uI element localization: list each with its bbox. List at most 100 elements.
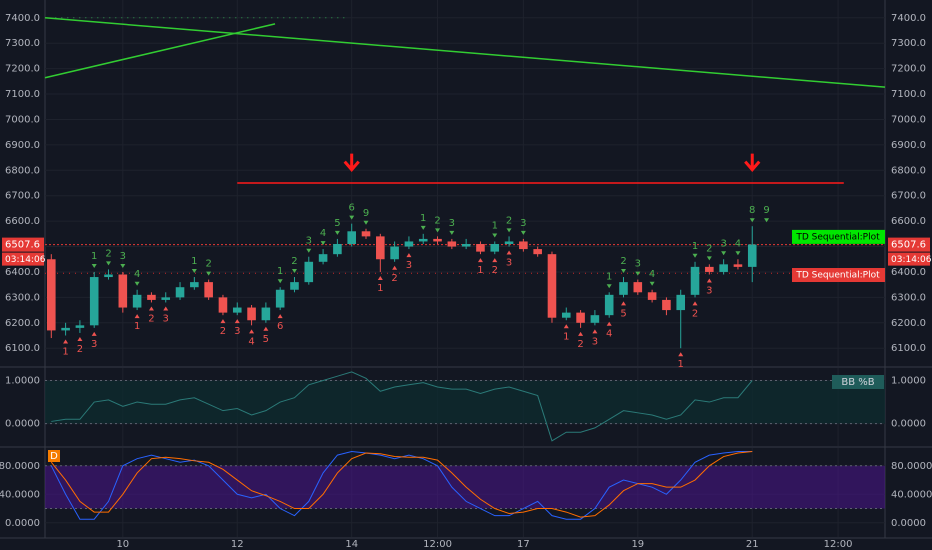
td-buy-count: 3 (506, 258, 512, 269)
candle-body (590, 315, 600, 323)
candle-body (175, 287, 185, 298)
candle-body (147, 294, 156, 300)
td-sell-count: 2 (506, 215, 512, 226)
td-buy-marker (377, 275, 383, 280)
td-buy-marker (477, 258, 483, 263)
td-sell-marker (320, 241, 326, 246)
td-buy-count: 2 (692, 308, 698, 319)
candle-body (633, 282, 643, 293)
trendline (44, 17, 886, 88)
td-buy-count: 5 (620, 308, 626, 319)
candle-body (47, 259, 56, 331)
td-buy-marker (249, 329, 255, 334)
td-buy-marker (592, 329, 598, 334)
y-tick-label: 1.0000 (5, 375, 40, 386)
x-tick-label: 14 (345, 539, 358, 550)
td-sell-count: 1 (492, 220, 498, 231)
y-tick-label: 80.0000 (891, 461, 932, 472)
td-sell-count: 1 (606, 271, 612, 282)
y-tick-label: 7100.0 (5, 89, 40, 100)
td-sell-marker (291, 269, 297, 274)
candle-body (519, 241, 528, 250)
td-buy-count: 1 (134, 321, 140, 332)
td-sell-count: 3 (120, 251, 126, 262)
td-sell-marker (621, 269, 627, 274)
trendline (44, 23, 276, 79)
td-buy-marker (706, 278, 712, 283)
candle-body (733, 264, 743, 267)
candle-body (418, 238, 428, 242)
td-sell-count: 6 (349, 203, 355, 214)
y-tick-label: 6200.0 (891, 318, 926, 329)
plot-label-box (792, 229, 885, 244)
y-tick-label: 6600.0 (891, 216, 926, 227)
countdown-box (888, 252, 930, 266)
td-sell-count: 2 (434, 215, 440, 226)
y-tick-label: 6800.0 (891, 165, 926, 176)
td-buy-marker (578, 331, 584, 336)
td-sell-marker (635, 271, 641, 276)
arrow (744, 153, 761, 172)
candle-body (576, 312, 585, 323)
y-tick-label: 6800.0 (5, 165, 40, 176)
td-sell-count: 4 (735, 238, 741, 249)
candle-body (390, 246, 399, 260)
td-buy-marker (148, 306, 154, 311)
td-sell-marker (606, 284, 612, 289)
td-buy-marker (406, 253, 412, 258)
candle-body (118, 274, 128, 308)
y-tick-label: 7300.0 (891, 38, 926, 49)
td-buy-count: 5 (263, 334, 269, 345)
td-sell-count: 2 (291, 256, 297, 267)
td-sell-marker (721, 251, 727, 256)
candle-body (333, 244, 342, 255)
td-buy-count: 3 (592, 336, 598, 347)
pane-label-box (48, 450, 60, 462)
series-line (51, 371, 753, 442)
td-buy-marker (563, 324, 569, 329)
candle-body (61, 327, 70, 331)
td-buy-count: 2 (148, 313, 154, 324)
td-sell-marker (191, 269, 197, 274)
td-buy-marker (277, 314, 283, 319)
plot-label-box (792, 268, 885, 283)
candle-body (232, 307, 242, 313)
y-tick-label: 6300.0 (5, 292, 40, 303)
pane-label: BB %B (841, 377, 874, 388)
candle-body (747, 244, 757, 267)
td-sell-count: 1 (420, 213, 426, 224)
td-buy-count: 6 (277, 321, 283, 332)
td-buy-count: 2 (220, 326, 226, 337)
td-sell-marker (449, 230, 455, 235)
y-tick-label: 7200.0 (5, 64, 40, 75)
td-sell-count: 3 (720, 238, 726, 249)
y-tick-label: 6300.0 (891, 292, 926, 303)
td-sell-count: 8 (749, 205, 755, 216)
td-buy-count: 2 (492, 265, 498, 276)
td-buy-marker (134, 314, 140, 319)
x-tick-label: 12 (231, 539, 244, 550)
price-box (888, 237, 930, 252)
candle-body (318, 254, 328, 262)
td-sell-marker (277, 279, 283, 284)
td-buy-marker (621, 301, 627, 306)
td-sell-count: 4 (134, 269, 140, 280)
x-tick-label: 21 (746, 539, 759, 550)
candle-body (662, 299, 671, 311)
candle-body (404, 241, 414, 247)
candle-body (304, 261, 314, 283)
td-sell-count: 3 (449, 218, 455, 229)
x-tick-label: 12:00 (423, 539, 452, 550)
y-tick-label: 40.0000 (891, 489, 932, 500)
countdown-label: 03:14:06 (5, 255, 46, 265)
candle-body (347, 231, 356, 244)
y-tick-label: 0.0000 (5, 419, 40, 430)
td-buy-marker (63, 339, 69, 344)
td-sell-marker (435, 228, 441, 233)
candle-body (89, 277, 99, 326)
td-sell-marker (349, 215, 355, 220)
countdown-box (2, 252, 44, 266)
y-tick-label: 7200.0 (891, 64, 926, 75)
td-buy-count: 3 (234, 326, 240, 337)
